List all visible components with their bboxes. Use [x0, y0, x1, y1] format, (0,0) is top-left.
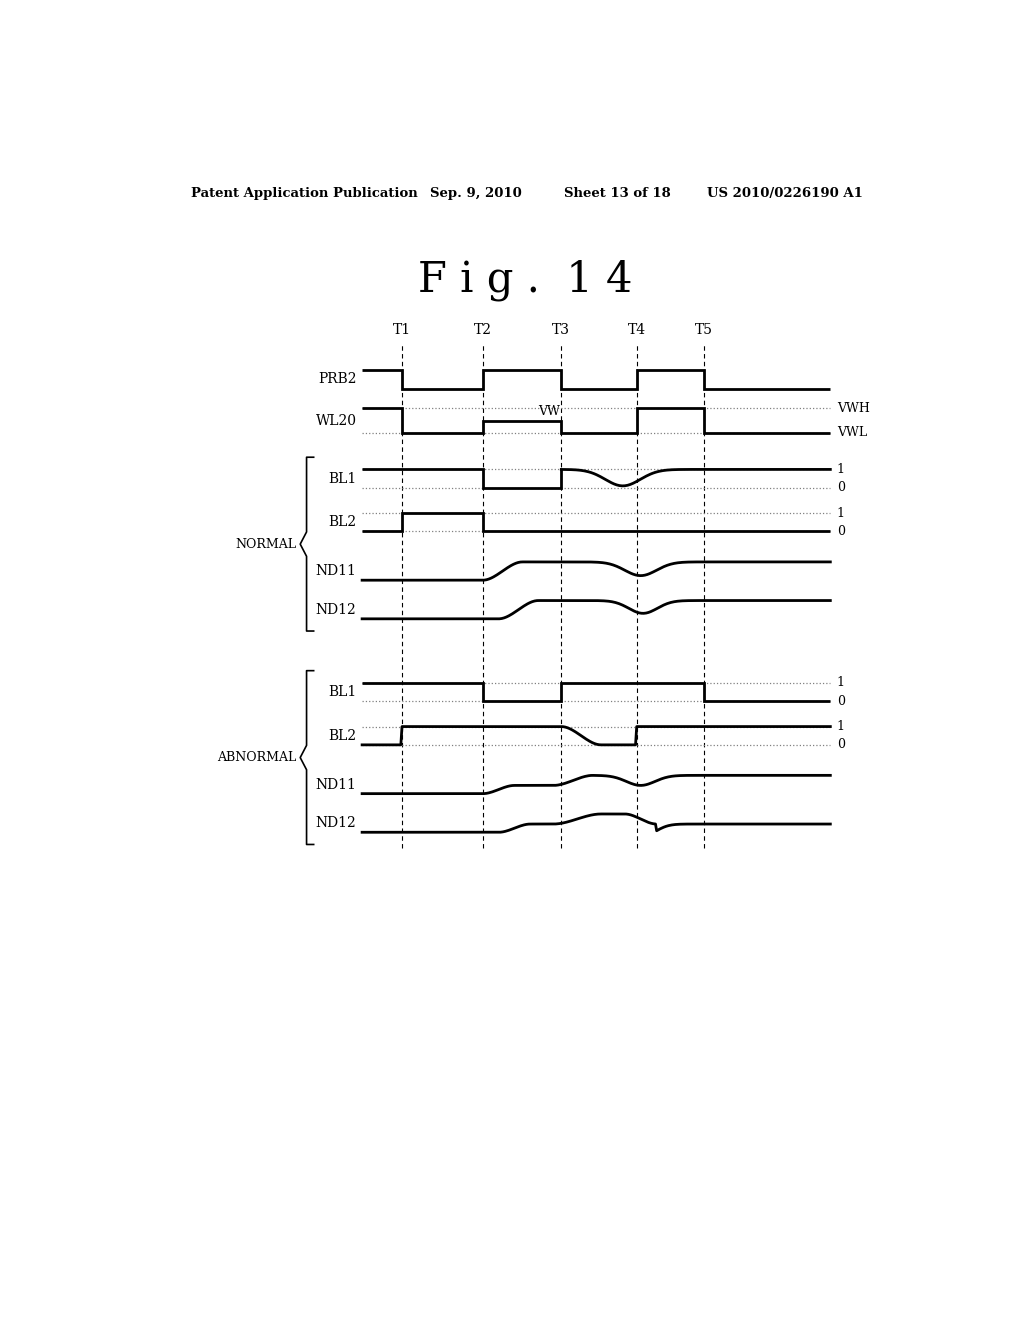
Text: US 2010/0226190 A1: US 2010/0226190 A1: [708, 187, 863, 199]
Text: 0: 0: [837, 738, 845, 751]
Text: 1: 1: [837, 676, 845, 689]
Text: ND11: ND11: [315, 777, 356, 792]
Text: NORMAL: NORMAL: [236, 537, 296, 550]
Text: ND11: ND11: [315, 564, 356, 578]
Text: VWH: VWH: [837, 401, 869, 414]
Text: Patent Application Publication: Patent Application Publication: [191, 187, 418, 199]
Text: T1: T1: [393, 323, 411, 338]
Text: 1: 1: [837, 721, 845, 733]
Text: 1: 1: [837, 463, 845, 477]
Text: BL1: BL1: [329, 471, 356, 486]
Text: VW: VW: [538, 405, 560, 417]
Text: ABNORMAL: ABNORMAL: [217, 751, 296, 764]
Text: T4: T4: [628, 323, 646, 338]
Text: ND12: ND12: [315, 603, 356, 616]
Text: Sheet 13 of 18: Sheet 13 of 18: [564, 187, 671, 199]
Text: T2: T2: [474, 323, 492, 338]
Text: Sep. 9, 2010: Sep. 9, 2010: [430, 187, 521, 199]
Text: 0: 0: [837, 525, 845, 539]
Text: VWL: VWL: [837, 426, 866, 440]
Text: PRB2: PRB2: [318, 372, 356, 387]
Text: BL2: BL2: [329, 515, 356, 529]
Text: T5: T5: [695, 323, 713, 338]
Text: ND12: ND12: [315, 816, 356, 830]
Text: F i g .  1 4: F i g . 1 4: [418, 259, 632, 301]
Text: 0: 0: [837, 694, 845, 708]
Text: BL1: BL1: [329, 685, 356, 700]
Text: 0: 0: [837, 482, 845, 494]
Text: WL20: WL20: [315, 413, 356, 428]
Text: 1: 1: [837, 507, 845, 520]
Text: T3: T3: [552, 323, 570, 338]
Text: BL2: BL2: [329, 729, 356, 743]
